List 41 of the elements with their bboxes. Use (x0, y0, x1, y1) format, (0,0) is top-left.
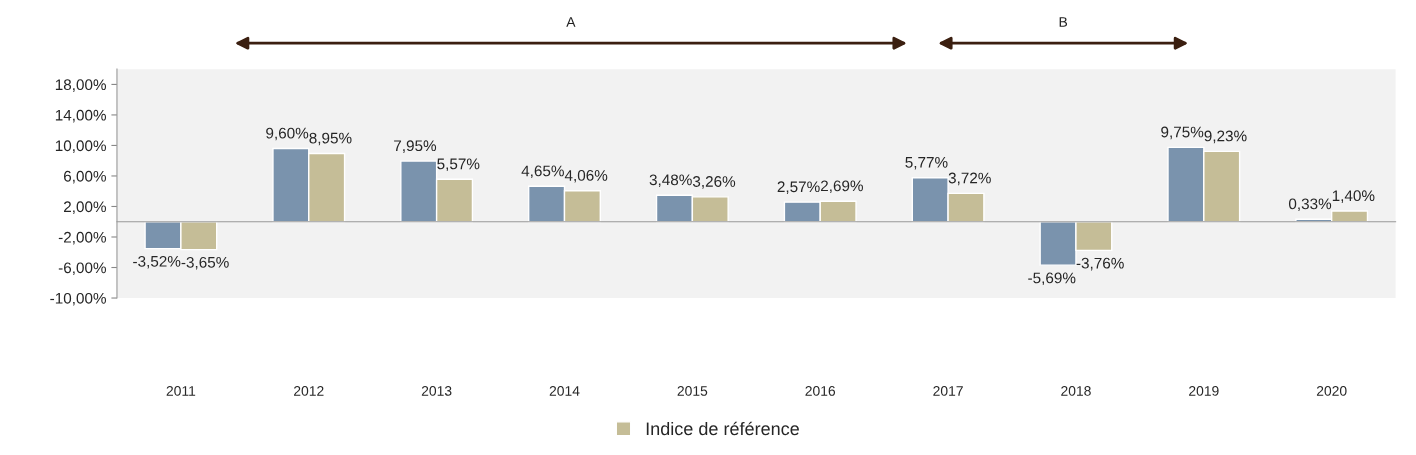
data-label: 9,60% (266, 127, 309, 141)
y-tick-label: 14,00% (55, 109, 106, 123)
data-label: -5,69% (1028, 272, 1076, 286)
text: A (566, 17, 576, 27)
data-label: 9,75% (1161, 126, 1204, 140)
y-tick-label: 18,00% (55, 79, 106, 92)
x-tick-label: 2016 (805, 385, 836, 396)
data-label: 3,72% (948, 172, 991, 186)
y-tick-label: -2,00% (58, 231, 106, 245)
x-tick-label: 2011 (166, 385, 196, 396)
data-label: 4,65% (521, 165, 564, 179)
x-tick-label: 2019 (1189, 385, 1219, 396)
data-label: 5,57% (437, 158, 480, 172)
x-tick-label: 2015 (677, 385, 708, 396)
data-label: 5,77% (905, 157, 948, 170)
legend-label: Indice de référence (646, 421, 799, 436)
data-label: 0,33% (1288, 198, 1332, 212)
x-tick-label: 2017 (933, 385, 963, 396)
y-tick-label: 2,00% (64, 201, 106, 214)
data-label: 1,40% (1332, 190, 1375, 203)
x-tick-label: 2020 (1316, 385, 1347, 396)
y-tick-label: -10,00% (50, 292, 107, 306)
data-label: -3,52% (133, 255, 181, 269)
x-tick-label: 2014 (549, 385, 580, 396)
y-tick-label: 6,00% (64, 170, 106, 184)
data-label: 2,57% (777, 181, 820, 194)
x-tick-label: 2012 (294, 385, 324, 396)
data-label: 3,26% (692, 176, 736, 189)
data-label: -3,76% (1076, 257, 1124, 271)
data-label: -3,65% (181, 256, 229, 270)
data-label: 8,95% (309, 132, 352, 146)
y-tick-label: -6,00% (58, 262, 106, 275)
data-label: 9,23% (1204, 130, 1247, 144)
y-tick-label: 10,00% (55, 140, 106, 153)
data-label: 2,69% (820, 180, 863, 194)
text: B (1059, 17, 1068, 27)
data-label: 3,48% (649, 174, 692, 188)
x-tick-label: 2013 (421, 385, 452, 396)
data-label: 4,06% (564, 169, 608, 183)
data-label: 7,95% (394, 140, 437, 153)
x-tick-label: 2018 (1061, 385, 1091, 396)
